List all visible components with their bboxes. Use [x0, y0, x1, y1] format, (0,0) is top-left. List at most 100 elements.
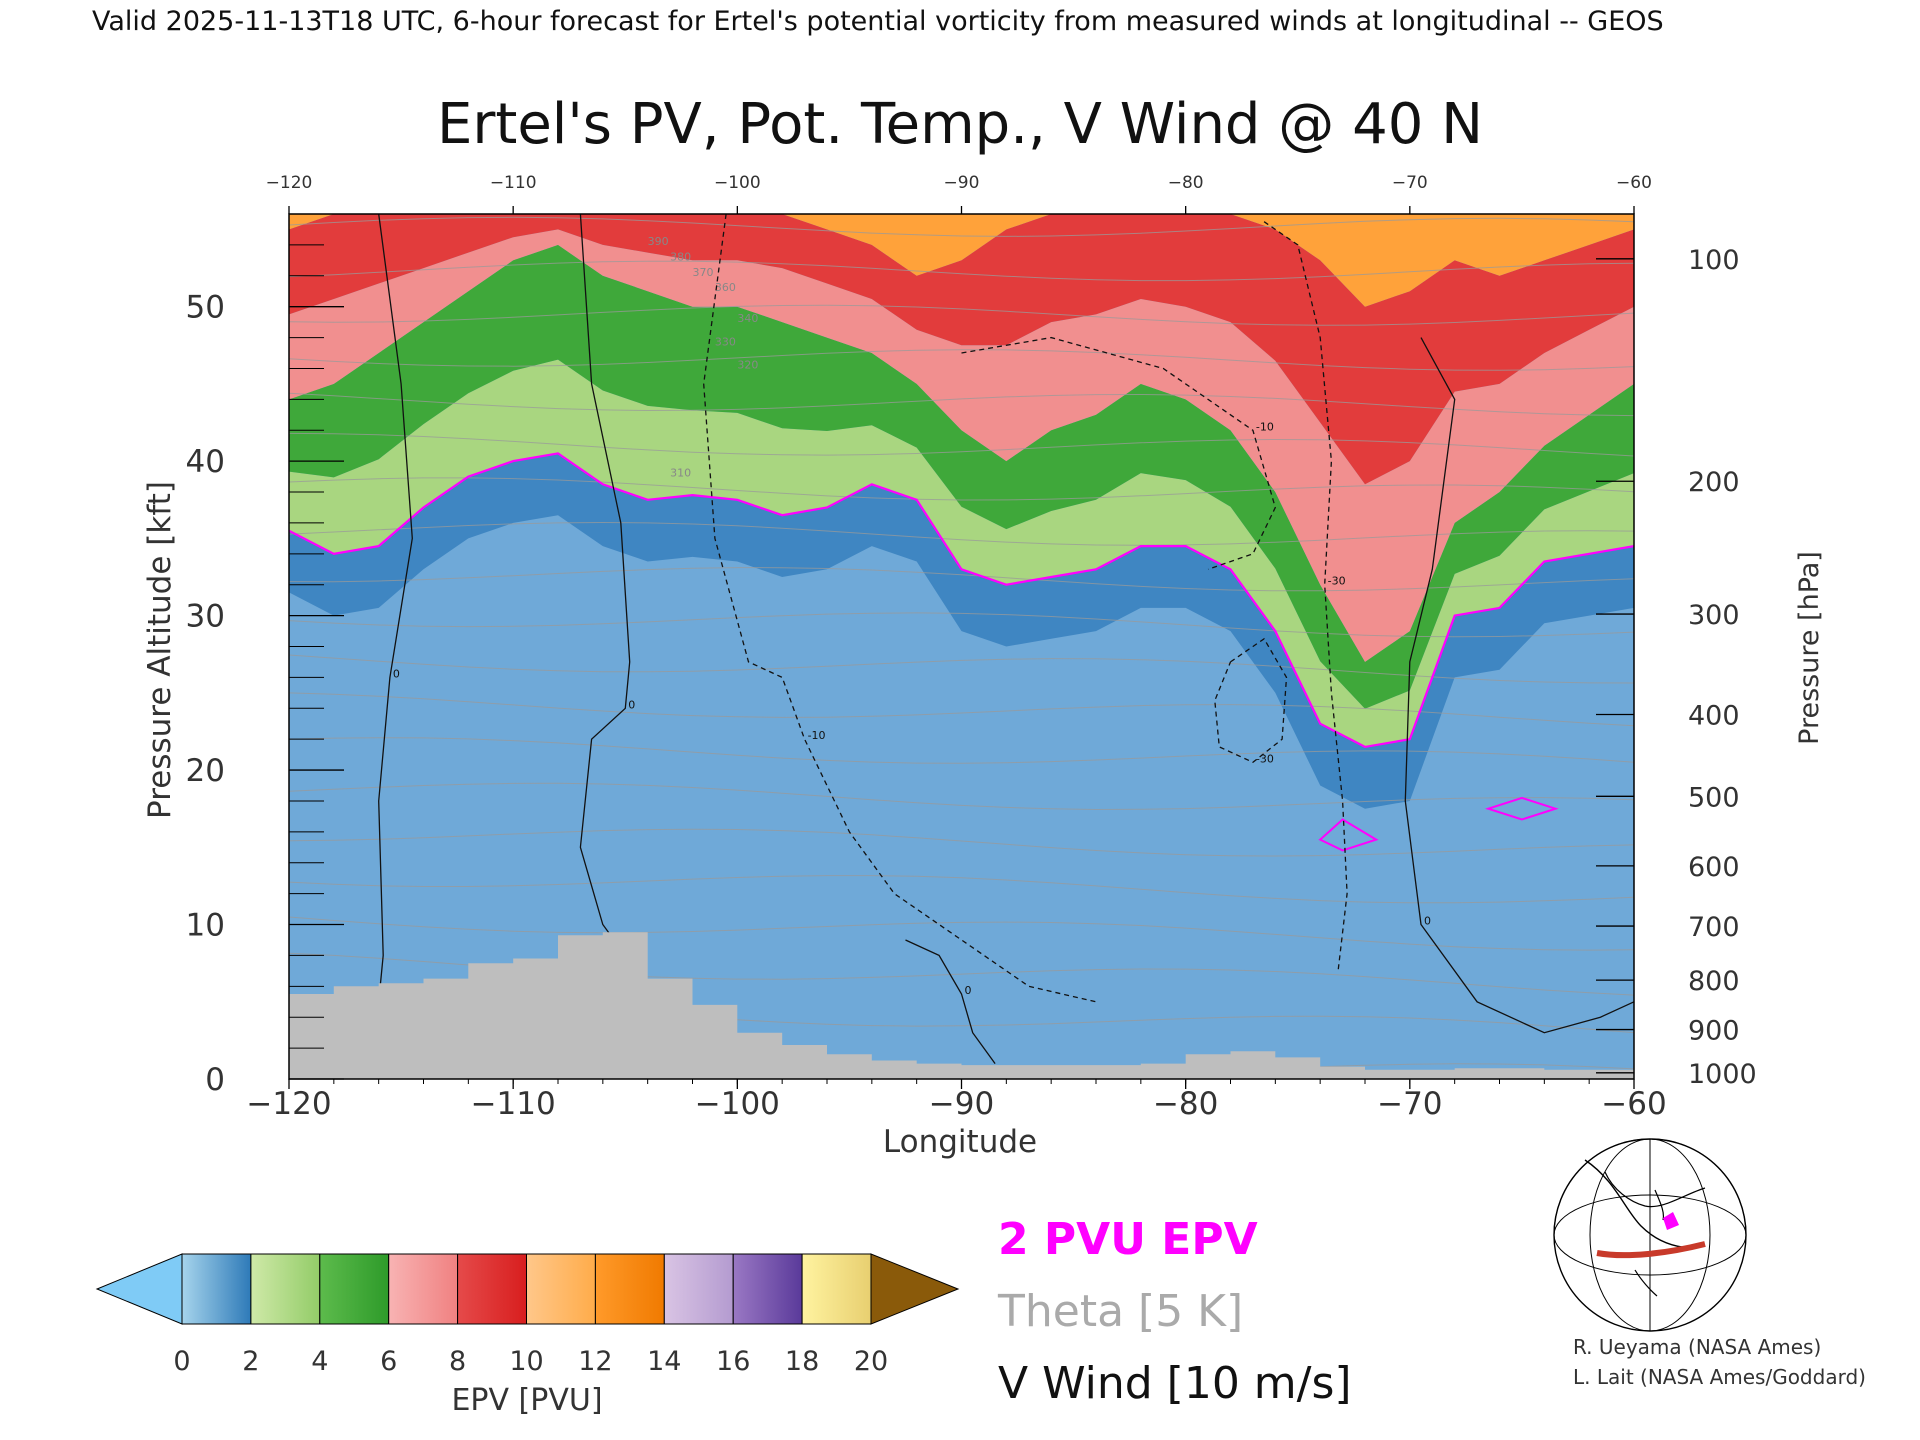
colorbar-segment: [181, 1253, 252, 1325]
v-wind-contours: 0 0 0 0 -10 -30 -10 -30: [378, 214, 1634, 1064]
v-wind-contour: [1263, 221, 1348, 971]
y-tick-label: 0: [205, 1062, 225, 1098]
pressure-tick-label: 400: [1688, 700, 1740, 731]
pressure-tick-label: 300: [1688, 600, 1740, 631]
y-tick-label: 40: [186, 444, 225, 480]
theta-contour: [289, 304, 1634, 326]
v-wind-label: -10: [808, 729, 826, 742]
epv-colorbar: 0 2 4 6 8 10 12 14 16 18 20: [95, 1253, 960, 1377]
v-wind-label: -10: [1256, 420, 1274, 433]
pressure-tick-label: 600: [1688, 852, 1740, 883]
colorbar-segment: [663, 1253, 734, 1325]
y-axis-left-label: Pressure Altitude [kft]: [142, 481, 178, 819]
theta-contour: [289, 392, 1634, 417]
colorbar-tick-label: 20: [854, 1346, 888, 1377]
x-top-tick-label: −120: [266, 173, 313, 193]
v-wind-contour: [1404, 337, 1634, 1034]
theta-contour: [289, 521, 1634, 546]
v-wind-contour: [579, 214, 638, 972]
x-tick-label: −100: [695, 1086, 780, 1122]
epv-band-4-6: [289, 244, 1634, 709]
v-wind-contour: [905, 939, 996, 1064]
x-top-tick-label: −80: [1168, 173, 1204, 193]
colorbar-tick-label: 6: [380, 1346, 397, 1377]
pressure-tick-label: 100: [1688, 245, 1740, 276]
x-axis-top: −120 −110 −100 −90 −80 −70 −60: [266, 173, 1652, 214]
epv-band-8-10: [289, 214, 1634, 485]
y-tick-label: 50: [186, 290, 225, 326]
x-axis-label: Longitude: [883, 1124, 1037, 1160]
theta-contour: [289, 916, 1634, 951]
x-top-tick-label: −100: [714, 173, 761, 193]
colorbar-over-triangle: [870, 1253, 960, 1325]
x-top-tick-label: −90: [944, 173, 980, 193]
theta-contour: [289, 260, 1634, 282]
pressure-tick-label: 900: [1688, 1016, 1740, 1047]
pressure-tick-label: 500: [1688, 782, 1740, 813]
v-wind-label: 0: [1424, 915, 1431, 928]
colorbar-tick-label: 12: [578, 1346, 612, 1377]
theta-contour: [289, 828, 1634, 857]
colorbar-tick-label: 16: [716, 1346, 750, 1377]
y-axis-right-label: Pressure [hPa]: [1794, 551, 1825, 745]
credit-line-1: R. Ueyama (NASA Ames): [1573, 1335, 1821, 1359]
colorbar-tick-label: 18: [785, 1346, 819, 1377]
y-axis-left: 0 10 20 30 40 50: [186, 244, 344, 1098]
y-tick-label: 10: [186, 908, 225, 944]
x-top-tick-label: −60: [1616, 173, 1652, 193]
theta-contour: [289, 349, 1634, 371]
theta-label: 310: [670, 467, 691, 480]
v-wind-contour: [961, 336, 1276, 570]
pressure-tick-label: 200: [1688, 467, 1740, 498]
v-wind-label: -30: [1328, 575, 1346, 588]
x-top-tick-label: −70: [1392, 173, 1428, 193]
colorbar-tick-label: 4: [311, 1346, 328, 1377]
pv2-line: [289, 452, 1634, 749]
theta-contour: [289, 567, 1634, 592]
legend-theta: Theta [5 K]: [997, 1286, 1243, 1337]
pv2-contour: [289, 452, 1634, 852]
chart-title: Ertel's PV, Pot. Temp., V Wind @ 40 N: [437, 92, 1483, 157]
v-wind-label: -30: [1256, 752, 1274, 765]
x-axis: −120 −110 −100 −90 −80 −70 −60: [246, 1079, 1667, 1122]
x-top-tick-label: −110: [490, 173, 537, 193]
x-tick-label: −60: [1601, 1086, 1666, 1122]
theta-label: 390: [648, 235, 669, 248]
v-wind-label: 0: [628, 698, 635, 711]
colorbar-tick-label: 14: [647, 1346, 681, 1377]
theta-contour: [289, 432, 1634, 457]
y-tick-label: 20: [186, 753, 225, 789]
y-axis-right: 100 200 300 400 500 600 700 800 900 1000: [1596, 245, 1757, 1090]
globe-map-icon: [1553, 1138, 1747, 1332]
y-tick-label: 30: [186, 599, 225, 635]
colorbar-segment: [526, 1253, 596, 1325]
legend: 2 PVU EPV Theta [5 K] V Wind [10 m/s]: [997, 1214, 1352, 1409]
x-tick-label: −80: [1153, 1086, 1218, 1122]
valid-time-header: Valid 2025-11-13T18 UTC, 6-hour forecast…: [92, 6, 1664, 37]
pv2-island: [1318, 818, 1379, 852]
colorbar-segment: [319, 1253, 390, 1325]
v-wind-contour: [703, 214, 1097, 1003]
theta-label: 360: [715, 281, 736, 294]
epv-bands: [289, 214, 1634, 809]
epv-band-6-8: [289, 229, 1634, 662]
pv2-island: [1485, 796, 1559, 821]
terrain-mask: [289, 932, 1634, 1079]
theta-contour: [289, 216, 1634, 237]
colorbar-under-triangle: [95, 1253, 183, 1325]
epv-band-1: [289, 453, 1634, 809]
theta-label: 330: [715, 335, 736, 348]
theta-contour: [289, 782, 1634, 811]
v-wind-label: 0: [965, 984, 972, 997]
epv-band-10-14: [289, 214, 1634, 307]
theta-label: 380: [670, 250, 691, 263]
colorbar-segment: [388, 1253, 459, 1325]
theta-label: 370: [693, 266, 714, 279]
legend-v-wind: V Wind [10 m/s]: [998, 1358, 1352, 1409]
x-tick-label: −70: [1377, 1086, 1442, 1122]
theta-contour: [289, 612, 1634, 638]
epv-band-2-4: [289, 359, 1634, 747]
pressure-tick-label: 700: [1688, 912, 1740, 943]
